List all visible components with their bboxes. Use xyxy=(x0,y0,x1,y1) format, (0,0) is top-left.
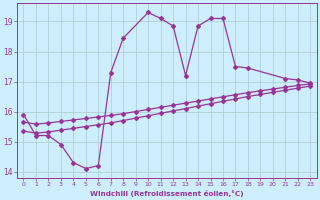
X-axis label: Windchill (Refroidissement éolien,°C): Windchill (Refroidissement éolien,°C) xyxy=(90,190,244,197)
